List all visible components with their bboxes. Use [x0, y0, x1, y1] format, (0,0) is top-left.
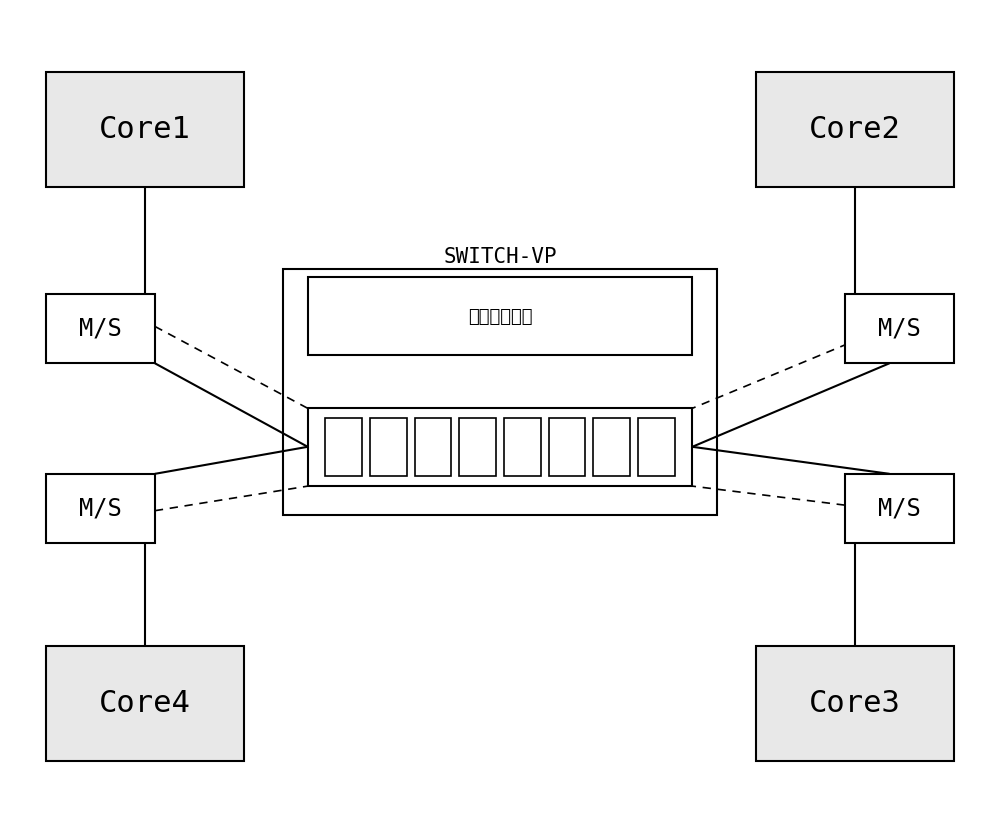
Text: M/S: M/S [878, 496, 921, 521]
Bar [593, 418, 630, 476]
Text: M/S: M/S [79, 317, 122, 341]
Bar [415, 418, 451, 476]
Text: M/S: M/S [79, 496, 122, 521]
Bar [46, 646, 244, 761]
Text: 识别码分配器: 识别码分配器 [468, 307, 532, 326]
Bar [46, 474, 155, 543]
Bar [370, 418, 407, 476]
Text: Core2: Core2 [809, 115, 901, 144]
Bar [46, 72, 244, 187]
Bar [845, 294, 954, 363]
Text: Core1: Core1 [99, 115, 191, 144]
Bar [549, 418, 585, 476]
Text: Core3: Core3 [809, 689, 901, 718]
Bar [308, 277, 692, 355]
Bar [46, 294, 155, 363]
Bar [459, 418, 496, 476]
Bar [756, 646, 954, 761]
Text: M/S: M/S [878, 317, 921, 341]
Bar [283, 269, 717, 515]
Bar [638, 418, 675, 476]
Bar [325, 418, 362, 476]
Text: SWITCH-VP: SWITCH-VP [443, 247, 557, 267]
Bar [308, 408, 692, 486]
Text: Core4: Core4 [99, 689, 191, 718]
Bar [756, 72, 954, 187]
Bar [845, 474, 954, 543]
Bar [504, 418, 541, 476]
